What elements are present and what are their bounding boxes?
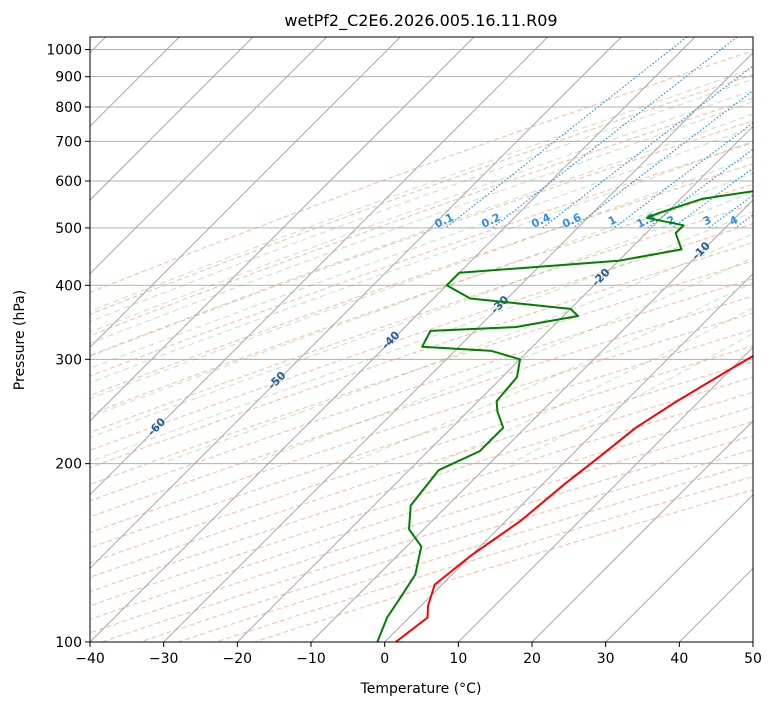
isotherm-label: -30 xyxy=(488,293,511,316)
y-tick-label: 900 xyxy=(55,70,82,86)
x-tick-label: 0 xyxy=(380,651,389,667)
isotherm-line xyxy=(310,199,753,642)
dry-adiabat xyxy=(90,391,753,607)
y-tick-label: 200 xyxy=(55,457,82,473)
dry-adiabat xyxy=(90,241,753,469)
mixing-ratio-label: 6 xyxy=(766,213,775,228)
dry-adiabat xyxy=(90,50,753,293)
y-tick-label: 600 xyxy=(55,174,82,190)
isotherm-line xyxy=(605,493,753,642)
dry-adiabat xyxy=(90,295,753,518)
mixing-ratio-label: 1 xyxy=(606,213,618,228)
y-axis-label: Pressure (hPa) xyxy=(12,290,28,390)
y-tick-label: 700 xyxy=(55,134,82,150)
x-tick-label: −20 xyxy=(223,651,253,667)
moist-adiabat xyxy=(90,78,753,323)
moist-adiabat xyxy=(90,126,753,369)
y-tick-label: 300 xyxy=(55,352,82,368)
x-tick-label: −10 xyxy=(296,651,326,667)
x-tick-label: −30 xyxy=(149,651,179,667)
y-tick-label: 100 xyxy=(55,635,82,651)
dry-adiabat xyxy=(90,142,753,377)
moist-adiabat xyxy=(250,256,753,465)
isotherm-line xyxy=(90,37,549,496)
mixing-ratio-label: 3 xyxy=(701,213,713,228)
mixing-ratio-line xyxy=(542,65,753,229)
dry-adiabat xyxy=(90,345,753,564)
x-tick-label: 40 xyxy=(670,651,688,667)
isotherm-line xyxy=(163,51,753,642)
mixing-ratio-line xyxy=(492,37,738,229)
moist-adiabat xyxy=(90,113,753,356)
moist-adiabat xyxy=(90,67,753,312)
isotherm-line xyxy=(90,37,622,570)
isotherm-line xyxy=(90,37,696,642)
isotherm-label: -60 xyxy=(145,415,168,438)
mixing-ratio-line xyxy=(613,122,753,229)
dry-adiabat xyxy=(90,163,753,396)
dry-adiabat xyxy=(90,97,753,337)
chart-title: wetPf2_C2E6.2026.005.16.11.R09 xyxy=(284,11,557,31)
x-tick-label: 10 xyxy=(449,651,467,667)
moist-adiabat xyxy=(90,211,753,463)
dry-adiabat xyxy=(101,435,753,642)
isotherm-line xyxy=(678,567,753,642)
dry-adiabat xyxy=(90,361,753,578)
mixing-ratio-line xyxy=(445,37,688,229)
isotherm-line xyxy=(384,272,753,642)
moist-adiabat xyxy=(90,140,753,384)
dry-adiabat xyxy=(90,329,753,549)
isotherm-line xyxy=(90,37,328,275)
moist-adiabat xyxy=(160,233,753,465)
y-tick-label: 800 xyxy=(55,100,82,116)
x-tick-label: 30 xyxy=(597,651,615,667)
dry-adiabat xyxy=(90,278,753,502)
y-tick-label: 500 xyxy=(55,221,82,237)
mixing-ratio-label: 2 xyxy=(665,213,677,228)
isotherm-label: -50 xyxy=(265,369,288,392)
isotherm-line xyxy=(531,420,753,642)
plot-frame xyxy=(89,36,754,643)
mixing-ratio-line xyxy=(572,89,753,229)
isotherm-label: -70 xyxy=(20,467,43,490)
y-tick-label: 400 xyxy=(55,278,82,294)
x-tick-label: 50 xyxy=(744,651,762,667)
mixing-ratio-line xyxy=(672,167,753,229)
isotherm-line xyxy=(90,37,401,349)
x-tick-label: 20 xyxy=(523,651,541,667)
y-tick-label: 1000 xyxy=(46,43,82,59)
temperature-profile xyxy=(395,354,753,642)
isotherm-line xyxy=(752,641,753,642)
isotherm-line xyxy=(90,37,475,422)
moist-adiabat xyxy=(90,101,753,344)
moist-adiabat xyxy=(436,307,753,465)
dry-adiabat xyxy=(90,223,753,451)
dewpoint-profile xyxy=(376,190,753,642)
isotherm-line xyxy=(457,346,753,642)
isotherm-line xyxy=(236,125,753,642)
isotherm-line xyxy=(90,37,254,201)
x-axis-label: Temperature (°C) xyxy=(360,681,482,697)
moist-adiabat xyxy=(347,281,753,465)
dry-adiabat xyxy=(90,312,753,534)
x-tick-label: −40 xyxy=(75,651,105,667)
